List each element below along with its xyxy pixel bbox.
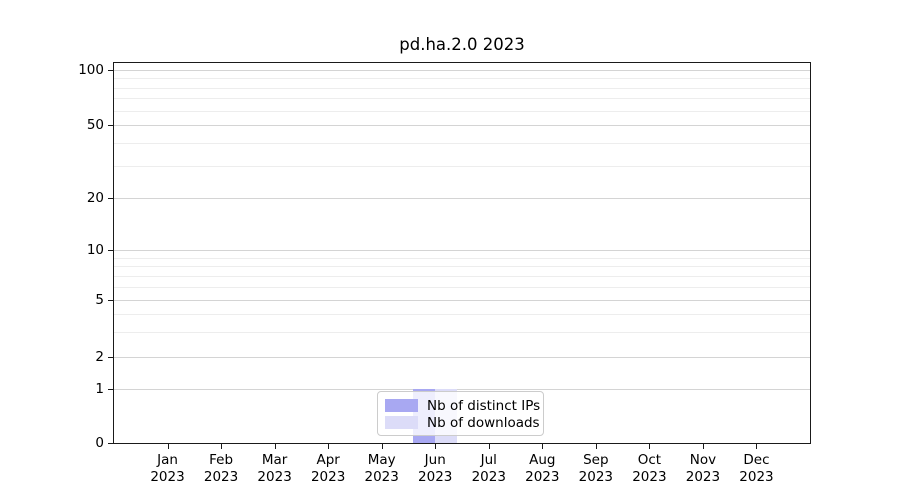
y-tick — [108, 70, 113, 71]
x-tick-month: Nov — [689, 452, 717, 468]
minor-gridline — [114, 78, 810, 80]
legend-item-distinct-ips: Nb of distinct IPs — [385, 397, 540, 414]
x-tick-month: Sep — [583, 452, 609, 468]
y-tick-label: 5 — [95, 292, 104, 308]
x-tick-year: 2023 — [578, 468, 614, 485]
major-gridline — [114, 357, 810, 358]
minor-gridline — [114, 142, 810, 144]
x-tick — [381, 444, 383, 449]
major-gridline — [114, 250, 810, 251]
y-tick-label: 2 — [95, 349, 104, 365]
x-tick-label: Dec 2023 — [721, 452, 791, 485]
y-tick-label: 20 — [86, 190, 104, 206]
minor-gridline — [114, 257, 810, 259]
x-tick-year: 2023 — [418, 468, 453, 485]
x-tick-month: Aug — [529, 452, 556, 468]
minor-gridline — [114, 275, 810, 277]
y-tick — [108, 125, 113, 126]
x-tick-label: Sep 2023 — [561, 452, 631, 485]
minor-gridline — [114, 87, 810, 89]
plot-inner — [114, 63, 810, 443]
x-tick-year: 2023 — [364, 468, 399, 485]
minor-gridline — [114, 331, 810, 333]
y-tick-label: 1 — [95, 381, 104, 397]
y-tick — [108, 389, 113, 390]
x-tick-month: Mar — [261, 452, 288, 468]
x-tick-month: Jun — [424, 452, 446, 468]
x-tick-year: 2023 — [471, 468, 506, 485]
x-tick-label: Jun 2023 — [400, 452, 470, 485]
x-tick — [488, 444, 490, 449]
x-tick-label: Apr 2023 — [293, 452, 363, 485]
downloads-swatch-icon — [385, 416, 418, 429]
distinct-ips-swatch-icon — [385, 399, 418, 412]
x-tick-label: Feb 2023 — [186, 452, 256, 485]
x-tick-label: Jan 2023 — [133, 452, 203, 485]
y-tick — [108, 357, 113, 358]
x-tick-year: 2023 — [310, 468, 346, 485]
x-tick-label: Jul 2023 — [454, 452, 524, 485]
x-tick-month: Jan — [157, 452, 178, 468]
legend-label: Nb of downloads — [427, 414, 540, 431]
x-tick-month: Oct — [637, 452, 662, 468]
y-tick — [108, 198, 113, 199]
major-gridline — [114, 70, 810, 71]
y-tick-label: 10 — [86, 242, 104, 258]
x-tick-year: 2023 — [525, 468, 560, 485]
minor-gridline — [114, 165, 810, 167]
x-tick — [221, 444, 223, 449]
y-tick — [108, 300, 113, 301]
legend-item-downloads: Nb of downloads — [385, 414, 540, 431]
major-gridline — [114, 300, 810, 301]
x-tick-year: 2023 — [257, 468, 292, 485]
x-tick — [756, 444, 758, 449]
x-tick-year: 2023 — [632, 468, 667, 485]
x-tick-year: 2023 — [203, 468, 239, 485]
x-tick-label: Oct 2023 — [614, 452, 684, 485]
minor-gridline — [114, 98, 810, 100]
minor-gridline — [114, 286, 810, 288]
minor-gridline — [114, 110, 810, 112]
x-tick — [595, 444, 597, 449]
y-tick — [108, 250, 113, 251]
legend-label: Nb of distinct IPs — [427, 397, 541, 414]
minor-gridline — [114, 266, 810, 268]
x-tick-year: 2023 — [685, 468, 721, 485]
x-tick-label: Aug 2023 — [507, 452, 577, 485]
x-tick — [328, 444, 330, 449]
x-tick — [649, 444, 651, 449]
x-tick — [702, 444, 704, 449]
x-tick-month: Feb — [209, 452, 234, 468]
x-tick — [542, 444, 544, 449]
x-tick — [167, 444, 169, 449]
y-tick-label: 100 — [78, 62, 104, 78]
x-tick-label: Mar 2023 — [240, 452, 310, 485]
y-tick-label: 50 — [86, 117, 104, 133]
x-tick-label: Nov 2023 — [668, 452, 738, 485]
x-tick — [274, 444, 276, 449]
plot-area — [113, 62, 811, 444]
x-tick-month: Jul — [480, 452, 497, 468]
x-tick-label: May 2023 — [347, 452, 417, 485]
x-tick-year: 2023 — [150, 468, 185, 485]
x-tick-year: 2023 — [739, 468, 774, 485]
major-gridline — [114, 389, 810, 390]
x-tick-month: Apr — [316, 452, 340, 468]
legend: Nb of distinct IPs Nb of downloads — [377, 391, 544, 436]
chart-title: pd.ha.2.0 2023 — [399, 35, 525, 54]
x-tick — [435, 444, 437, 449]
minor-gridline — [114, 313, 810, 315]
major-gridline — [114, 125, 810, 126]
y-tick-label: 0 — [95, 435, 104, 451]
x-tick-month: May — [367, 452, 396, 468]
x-tick-month: Dec — [743, 452, 770, 468]
y-tick — [108, 443, 113, 444]
major-gridline — [114, 198, 810, 199]
